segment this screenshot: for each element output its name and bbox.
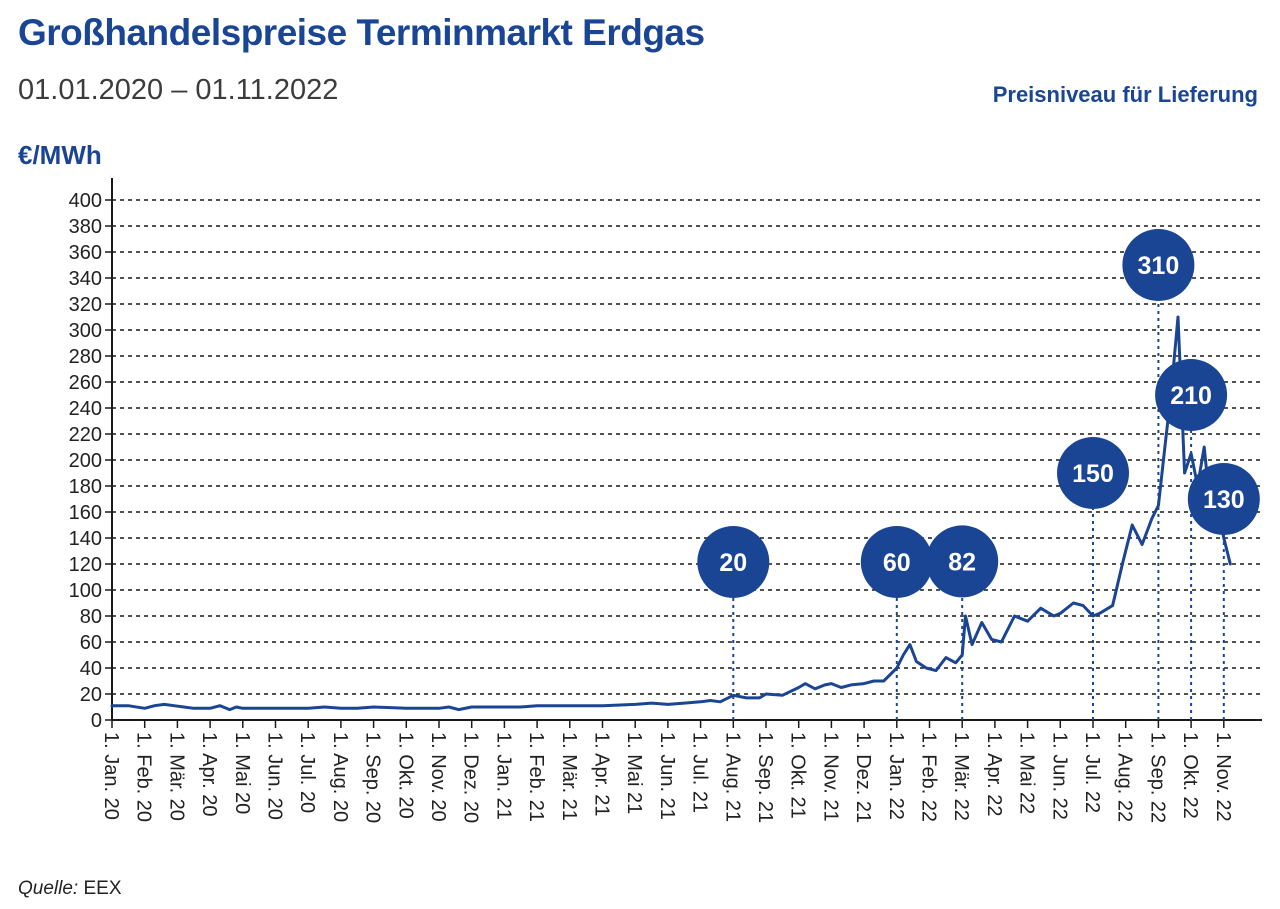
annotation-bubble [926, 525, 999, 598]
annotation-label: 150 [1072, 460, 1114, 488]
y-tick-label: 360 [69, 242, 102, 264]
x-tick-label: 1. Nov. 22 [1212, 732, 1234, 822]
x-tick-label: 1. Nov. 21 [819, 732, 841, 822]
source-label: Quelle: [18, 878, 79, 899]
annotation-bubble [697, 526, 770, 598]
y-tick-label: 400 [69, 190, 102, 212]
annotation-bubble [1187, 463, 1260, 535]
y-tick-label: 260 [69, 372, 102, 394]
y-tick-label: 80 [80, 606, 102, 628]
x-tick-label: 1. Jun. 20 [264, 732, 286, 820]
annotation-label: 310 [1138, 252, 1180, 280]
price-series-line [110, 315, 1232, 712]
y-tick-label: 380 [69, 216, 102, 238]
y-tick-label: 120 [69, 554, 102, 576]
chart-subtitle: 01.01.2020 – 01.11.2022 [18, 74, 339, 106]
x-tick-label: 1. Mai 21 [623, 732, 645, 814]
x-tick-label: 1. Feb. 21 [525, 732, 547, 822]
x-tick-label: 1. Aug. 22 [1114, 732, 1136, 822]
annotation-bubble [1155, 359, 1228, 431]
y-tick-label: 20 [80, 684, 102, 706]
source-note: Quelle: EEX [18, 878, 122, 900]
x-tick-label: 1. Okt. 20 [394, 732, 416, 819]
x-tick-label: 1. Dez. 20 [460, 732, 482, 823]
annotation-bubble [860, 526, 933, 598]
y-tick-label: 240 [69, 398, 102, 420]
x-tick-label: 1. Jul. 22 [1081, 732, 1103, 813]
y-tick-label: 180 [69, 476, 102, 498]
x-tick-label: 1. Feb. 20 [133, 732, 155, 822]
y-tick-label: 0 [91, 710, 102, 732]
x-tick-label: 1. Dez. 21 [852, 732, 874, 823]
x-tick-label: 1. Mär. 20 [165, 732, 187, 821]
source-value: EEX [83, 878, 122, 899]
x-tick-label: 1. Sep. 21 [754, 732, 776, 823]
y-tick-label: 40 [80, 658, 102, 680]
chart-note: Preisniveau für Lieferung [992, 82, 1258, 107]
annotation-label: 130 [1203, 486, 1245, 514]
x-tick-label: 1. Aug. 21 [721, 732, 743, 822]
chart-title: Großhandelspreise Terminmarkt Erdgas [18, 12, 705, 53]
x-tick-label: 1. Jan. 21 [492, 732, 514, 820]
annotation-bubble [1122, 229, 1195, 301]
y-tick-label: 140 [69, 528, 102, 550]
x-tick-label: 1. Mär. 21 [558, 732, 580, 821]
x-tick-label: 1. Apr. 21 [591, 732, 613, 817]
y-tick-label: 320 [69, 294, 102, 316]
y-tick-label: 220 [69, 424, 102, 446]
x-tick-label: 1. Mai 20 [231, 732, 253, 814]
y-tick-label: 200 [69, 450, 102, 472]
x-tick-label: 1. Jul. 20 [296, 732, 318, 813]
x-tick-label: 1. Nov. 20 [427, 732, 449, 822]
annotation-label: 20 [719, 549, 747, 577]
x-tick-label: 1. Apr. 20 [198, 732, 220, 817]
y-axis-unit: €/MWh [18, 140, 102, 170]
y-tick-label: 280 [69, 346, 102, 368]
x-tick-label: 1. Aug. 20 [329, 732, 351, 822]
x-tick-label: 1. Sep. 22 [1146, 732, 1168, 823]
x-tick-label: 1. Jan. 22 [885, 732, 907, 820]
annotation-bubble [1057, 437, 1129, 509]
x-tick-label: 1. Mär. 22 [950, 732, 972, 821]
x-tick-label: 1. Jul. 21 [689, 732, 711, 813]
x-tick-label: 1. Okt. 21 [787, 732, 809, 819]
annotation-label: 82 [948, 548, 976, 576]
x-tick-label: 1. Jun. 21 [656, 732, 678, 820]
x-tick-label: 1. Feb. 22 [918, 732, 940, 822]
x-tick-label: 1. Jun. 22 [1048, 732, 1070, 820]
y-tick-label: 100 [69, 580, 102, 602]
x-tick-label: 1. Jan. 20 [100, 732, 122, 820]
y-tick-label: 60 [80, 632, 102, 654]
x-tick-label: 1. Okt. 22 [1179, 732, 1201, 819]
y-tick-label: 340 [69, 268, 102, 290]
annotation-label: 60 [883, 549, 911, 577]
y-tick-label: 300 [69, 320, 102, 342]
x-tick-label: 1. Mai 22 [1016, 732, 1038, 814]
y-tick-label: 160 [69, 502, 102, 524]
x-tick-label: 1. Sep. 20 [362, 732, 384, 823]
annotation-label: 210 [1170, 382, 1212, 410]
x-tick-label: 1. Apr. 22 [983, 732, 1005, 817]
